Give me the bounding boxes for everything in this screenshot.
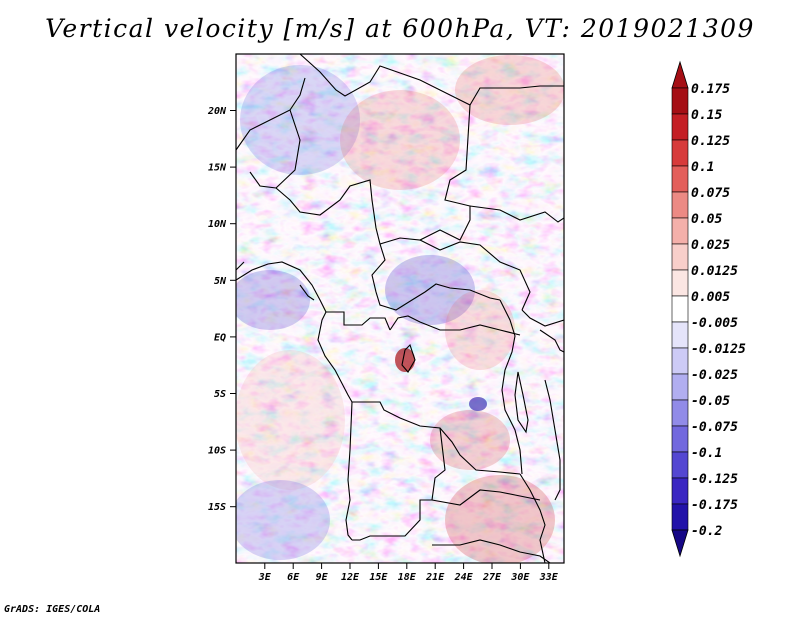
lat-tick-label: 20N — [207, 106, 227, 117]
lon-tick-label: 33E — [539, 572, 559, 583]
velocity-field — [236, 54, 564, 563]
colorbar-swatch — [671, 451, 689, 479]
lat-tick-label: 5N — [214, 276, 227, 287]
lon-tick-label: 30E — [510, 572, 530, 583]
colorbar-swatch — [671, 139, 689, 167]
colorbar-swatch — [671, 321, 689, 349]
colorbar-label: -0.175 — [691, 498, 738, 513]
colorbar-label: -0.2 — [691, 524, 722, 539]
colorbar-swatch — [671, 503, 689, 531]
colorbar-swatch — [671, 295, 689, 323]
map-frame — [235, 53, 565, 564]
lon-tick-label: 6E — [287, 572, 300, 583]
colorbar-label: -0.0125 — [691, 342, 746, 357]
colorbar-swatch — [671, 269, 689, 297]
colorbar-label: -0.005 — [691, 316, 738, 331]
lon-tick-label: 15E — [369, 572, 388, 583]
lon-tick-label: 27E — [482, 572, 502, 583]
colorbar-label: 0.1 — [691, 160, 714, 175]
lon-tick-label: 24E — [454, 572, 474, 583]
country-borders — [236, 54, 564, 563]
colorbar: 0.175 0.15 0.125 0.1 0.075 0.05 0.025 0.0125 0.0… — [671, 60, 746, 558]
longitude-axis: 3E 6E 9E 12E 15E 18E 21E 24E 27E 30E 33E — [258, 563, 559, 583]
lat-tick-label: 5S — [214, 389, 226, 400]
grads-credit: GrADS: IGES/COLA — [4, 604, 101, 615]
colorbar-label: -0.025 — [691, 368, 738, 383]
colorbar-label: 0.075 — [691, 186, 730, 201]
colorbar-label: 0.025 — [691, 238, 730, 253]
colorbar-swatch — [671, 191, 689, 219]
colorbar-tip-top — [671, 60, 689, 89]
lat-tick-label: 15S — [208, 502, 226, 513]
lon-tick-label: 12E — [341, 572, 360, 583]
lat-tick-label: 15N — [208, 163, 227, 174]
colorbar-swatch — [671, 113, 689, 141]
colorbar-swatch — [671, 165, 689, 193]
colorbar-label: 0.005 — [691, 290, 730, 305]
colorbar-label: -0.05 — [691, 394, 730, 409]
colorbar-label: 0.05 — [691, 212, 722, 227]
colorbar-swatch — [671, 217, 689, 245]
colorbar-swatch — [671, 243, 689, 271]
lat-tick-label: 10S — [208, 446, 226, 457]
colorbar-label: 0.125 — [691, 134, 730, 149]
colorbar-label: -0.1 — [691, 446, 722, 461]
lat-tick-label: 10N — [208, 219, 227, 230]
lon-tick-label: 18E — [398, 572, 417, 583]
colorbar-swatch — [671, 373, 689, 401]
colorbar-swatch — [671, 347, 689, 375]
map-title: Vertical velocity [m/s] at 600hPa, VT: 2… — [45, 14, 755, 43]
lat-tick-label: EQ — [214, 332, 226, 343]
colorbar-tip-bottom — [671, 529, 689, 558]
colorbar-label: -0.125 — [691, 472, 738, 487]
colorbar-swatch — [671, 425, 689, 453]
colorbar-label: 0.15 — [691, 108, 722, 123]
lon-tick-label: 3E — [258, 572, 272, 583]
latitude-axis: 20N 15N 10N 5N EQ 5S 10S 15S — [207, 106, 236, 513]
lon-tick-label: 9E — [316, 572, 329, 583]
lon-tick-label: 21E — [425, 572, 445, 583]
colorbar-swatch — [671, 477, 689, 505]
colorbar-label: 0.0125 — [691, 264, 738, 279]
colorbar-swatch — [671, 87, 689, 115]
colorbar-swatch — [671, 399, 689, 427]
colorbar-label: 0.175 — [691, 82, 730, 97]
colorbar-label: -0.075 — [691, 420, 738, 435]
